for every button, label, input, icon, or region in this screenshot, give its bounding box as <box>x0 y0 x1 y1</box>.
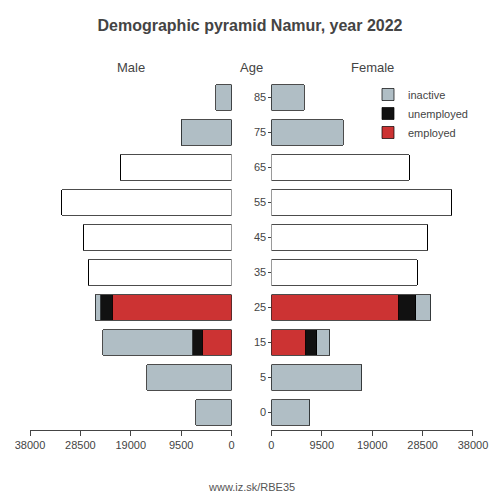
svg-text:38000: 38000 <box>458 439 489 451</box>
svg-text:25: 25 <box>254 301 266 313</box>
svg-text:35: 35 <box>254 266 266 278</box>
svg-text:9500: 9500 <box>310 439 334 451</box>
svg-text:Female: Female <box>351 60 394 75</box>
svg-text:28500: 28500 <box>65 439 96 451</box>
svg-text:15: 15 <box>254 336 266 348</box>
svg-text:5: 5 <box>260 371 266 383</box>
svg-text:65: 65 <box>254 161 266 173</box>
svg-text:38000: 38000 <box>15 439 46 451</box>
svg-text:75: 75 <box>254 126 266 138</box>
svg-text:Male: Male <box>117 60 145 75</box>
svg-text:19000: 19000 <box>357 439 388 451</box>
svg-text:Demographic pyramid Namur, yea: Demographic pyramid Namur, year 2022 <box>97 17 402 34</box>
svg-text:85: 85 <box>254 91 266 103</box>
svg-text:0: 0 <box>268 439 274 451</box>
svg-text:inactive: inactive <box>408 89 445 101</box>
svg-text:19000: 19000 <box>115 439 146 451</box>
svg-text:28500: 28500 <box>407 439 438 451</box>
svg-text:0: 0 <box>260 406 266 418</box>
svg-text:0: 0 <box>229 439 235 451</box>
svg-text:unemployed: unemployed <box>408 108 468 120</box>
svg-text:www.iz.sk/RBE35: www.iz.sk/RBE35 <box>208 481 295 493</box>
svg-text:55: 55 <box>254 196 266 208</box>
svg-text:Age: Age <box>240 60 263 75</box>
svg-text:9500: 9500 <box>169 439 193 451</box>
svg-text:employed: employed <box>408 127 456 139</box>
svg-text:45: 45 <box>254 231 266 243</box>
